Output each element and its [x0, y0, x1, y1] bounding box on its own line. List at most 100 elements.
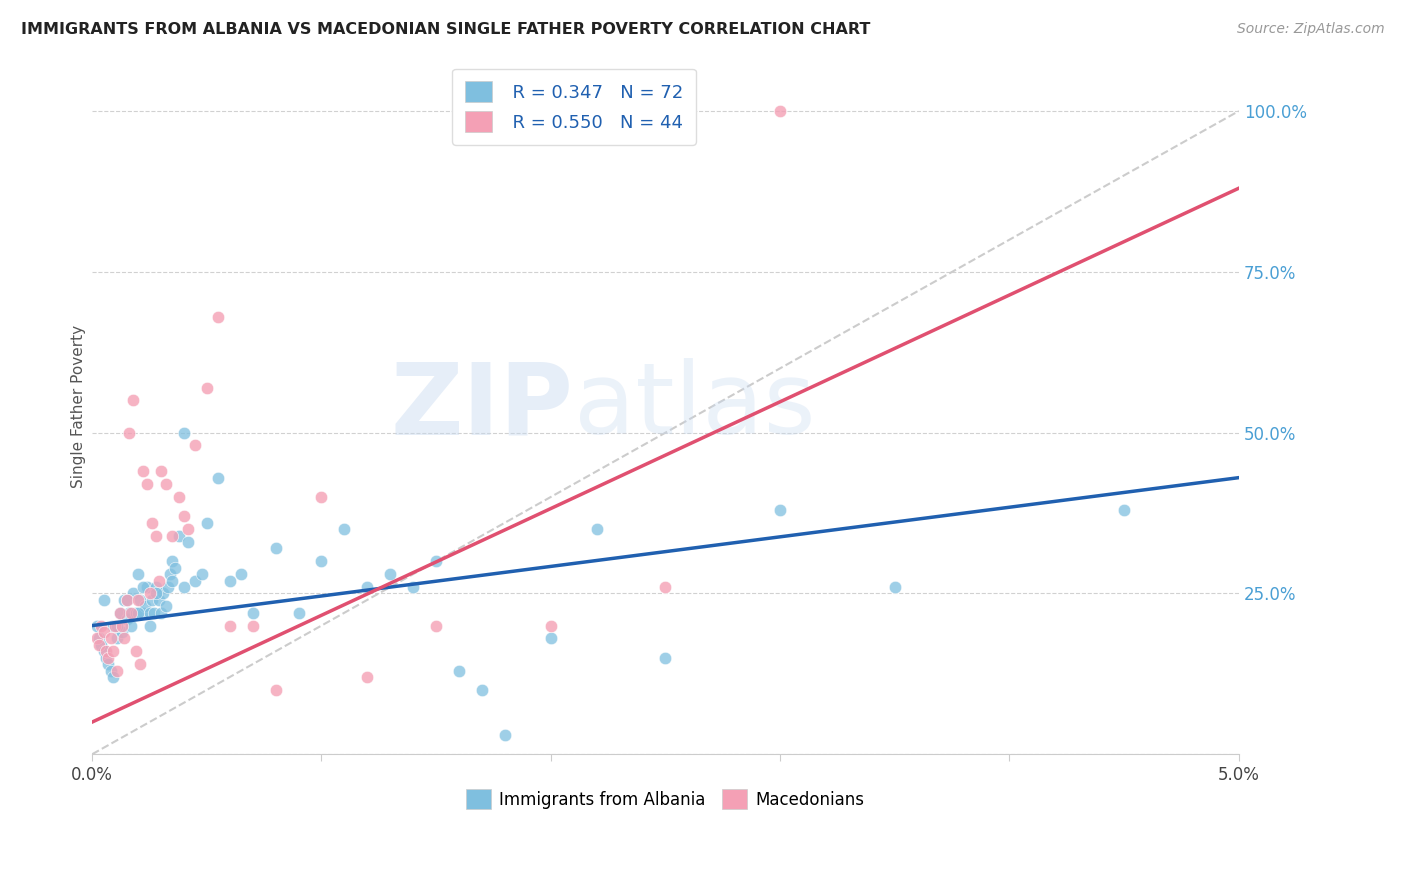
Text: atlas: atlas — [574, 359, 815, 456]
Point — [173, 425, 195, 440]
Point — [402, 580, 425, 594]
Legend: Immigrants from Albania, Macedonians: Immigrants from Albania, Macedonians — [460, 783, 872, 815]
Point — [94, 650, 117, 665]
Point — [177, 535, 200, 549]
Point — [184, 438, 207, 452]
Point — [195, 516, 218, 530]
Point — [148, 592, 170, 607]
Point — [127, 567, 149, 582]
Point — [122, 393, 145, 408]
Point — [540, 618, 562, 632]
Point — [118, 425, 141, 440]
Point — [264, 682, 287, 697]
Point — [143, 606, 166, 620]
Point — [104, 618, 127, 632]
Point — [264, 541, 287, 556]
Point — [540, 632, 562, 646]
Point — [195, 381, 218, 395]
Point — [87, 638, 110, 652]
Point — [112, 632, 135, 646]
Point — [156, 580, 179, 594]
Point — [471, 682, 494, 697]
Point — [97, 650, 120, 665]
Point — [120, 618, 142, 632]
Point — [125, 644, 148, 658]
Point — [115, 612, 138, 626]
Point — [108, 606, 131, 620]
Point — [120, 606, 142, 620]
Point — [218, 574, 240, 588]
Point — [207, 470, 229, 484]
Point — [138, 606, 160, 620]
Point — [107, 632, 129, 646]
Point — [129, 592, 152, 607]
Point — [100, 632, 122, 646]
Point — [127, 606, 149, 620]
Point — [107, 664, 129, 678]
Point — [333, 522, 356, 536]
Point — [654, 650, 676, 665]
Point — [141, 592, 163, 607]
Point — [108, 606, 131, 620]
Point — [104, 618, 127, 632]
Point — [177, 522, 200, 536]
Point — [131, 580, 153, 594]
Point — [162, 574, 184, 588]
Point — [152, 586, 174, 600]
Point — [138, 618, 160, 632]
Point — [136, 477, 159, 491]
Point — [86, 618, 108, 632]
Point — [155, 599, 177, 614]
Point — [311, 490, 333, 504]
Point — [173, 509, 195, 524]
Point — [87, 632, 110, 646]
Point — [173, 580, 195, 594]
Point — [101, 670, 124, 684]
Point — [145, 580, 167, 594]
Y-axis label: Single Father Poverty: Single Father Poverty — [72, 326, 87, 489]
Point — [184, 574, 207, 588]
Text: IMMIGRANTS FROM ALBANIA VS MACEDONIAN SINGLE FATHER POVERTY CORRELATION CHART: IMMIGRANTS FROM ALBANIA VS MACEDONIAN SI… — [21, 22, 870, 37]
Point — [162, 528, 184, 542]
Point — [138, 586, 160, 600]
Text: ZIP: ZIP — [391, 359, 574, 456]
Point — [169, 490, 191, 504]
Point — [125, 606, 148, 620]
Point — [231, 567, 253, 582]
Point — [101, 644, 124, 658]
Point — [134, 599, 156, 614]
Point — [149, 464, 172, 478]
Point — [111, 625, 134, 640]
Point — [191, 567, 214, 582]
Point — [494, 728, 516, 742]
Point — [145, 528, 167, 542]
Point — [356, 670, 378, 684]
Point — [86, 632, 108, 646]
Point — [112, 592, 135, 607]
Point — [356, 580, 378, 594]
Point — [94, 644, 117, 658]
Point — [115, 592, 138, 607]
Point — [115, 592, 138, 607]
Point — [162, 554, 184, 568]
Point — [242, 606, 264, 620]
Point — [131, 606, 153, 620]
Point — [242, 618, 264, 632]
Point — [769, 503, 792, 517]
Point — [97, 657, 120, 672]
Point — [101, 618, 124, 632]
Point — [1114, 503, 1136, 517]
Point — [129, 657, 152, 672]
Point — [883, 580, 905, 594]
Point — [769, 103, 792, 118]
Point — [449, 664, 471, 678]
Text: Source: ZipAtlas.com: Source: ZipAtlas.com — [1237, 22, 1385, 37]
Point — [122, 586, 145, 600]
Point — [93, 592, 115, 607]
Point — [218, 618, 240, 632]
Point — [311, 554, 333, 568]
Point — [118, 606, 141, 620]
Point — [93, 644, 115, 658]
Point — [425, 618, 447, 632]
Point — [585, 522, 607, 536]
